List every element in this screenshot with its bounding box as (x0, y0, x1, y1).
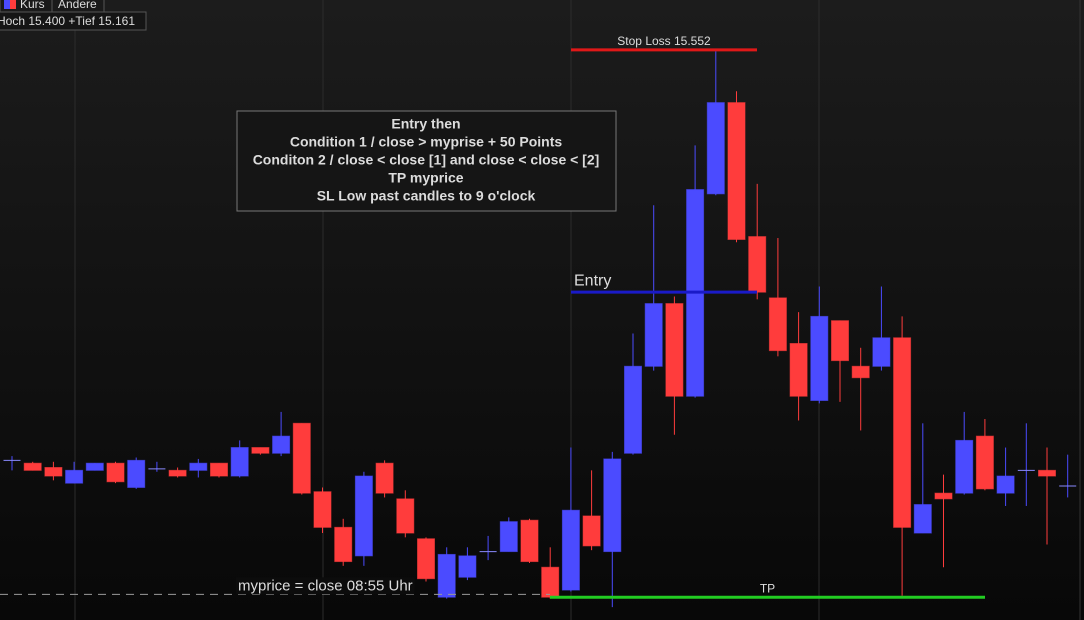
body (251, 447, 270, 454)
level-label: Entry (574, 272, 611, 289)
body (831, 320, 849, 362)
body (541, 566, 560, 598)
body (955, 439, 974, 494)
body (127, 459, 146, 488)
info-text: Hoch 15.400 +Tief 15.161 (0, 14, 135, 28)
legend-entry: Kurs (20, 0, 45, 11)
body (789, 342, 808, 397)
body (44, 466, 63, 477)
body (934, 492, 953, 500)
body (85, 462, 104, 471)
body (1038, 469, 1056, 477)
body (975, 435, 994, 490)
body (727, 102, 746, 240)
body (417, 538, 435, 580)
body (893, 337, 912, 528)
legend-swatch (4, 0, 10, 9)
body (748, 236, 767, 293)
body (23, 462, 42, 471)
body (624, 365, 642, 454)
body (230, 447, 249, 477)
body (603, 458, 622, 553)
body (437, 553, 456, 598)
body (520, 519, 539, 563)
body (913, 504, 932, 534)
body (665, 303, 684, 397)
body (334, 526, 353, 563)
annotation-line: TP myprice (388, 170, 463, 186)
body (996, 475, 1015, 494)
body (706, 102, 725, 195)
body (375, 462, 394, 494)
body (168, 469, 187, 477)
body (272, 435, 291, 454)
annotation-line: Conditon 2 / close < close [1] and close… (253, 152, 600, 168)
legend-swatch (10, 0, 16, 9)
annotation-line: SL Low past candles to 9 o'clock (317, 188, 536, 204)
body (210, 462, 228, 477)
body (65, 469, 84, 484)
body (354, 475, 373, 557)
annotation-line: Entry then (391, 116, 460, 132)
info-box (0, 11, 147, 31)
body (499, 521, 518, 553)
body (644, 303, 663, 367)
body (189, 462, 208, 471)
level-label: myprice = close 08:55 Uhr (238, 577, 413, 594)
level-label: Stop Loss 15.552 (617, 34, 711, 48)
legend: Kurs Andere Hoch 15.400 +Tief 15.161 (0, 0, 147, 31)
annotation-box (236, 110, 617, 212)
body (396, 498, 415, 534)
body (872, 337, 891, 367)
annotation-line: Condition 1 / close > myprise + 50 Point… (290, 134, 563, 150)
legend-entry: Andere (58, 0, 97, 11)
body (582, 515, 601, 547)
level-label: TP (760, 581, 775, 595)
label-background (236, 577, 415, 595)
body (292, 422, 311, 494)
body (851, 365, 870, 379)
body (313, 491, 332, 528)
body (810, 315, 829, 402)
body (561, 509, 580, 591)
body (768, 297, 787, 352)
body (106, 462, 125, 483)
body (458, 555, 477, 578)
